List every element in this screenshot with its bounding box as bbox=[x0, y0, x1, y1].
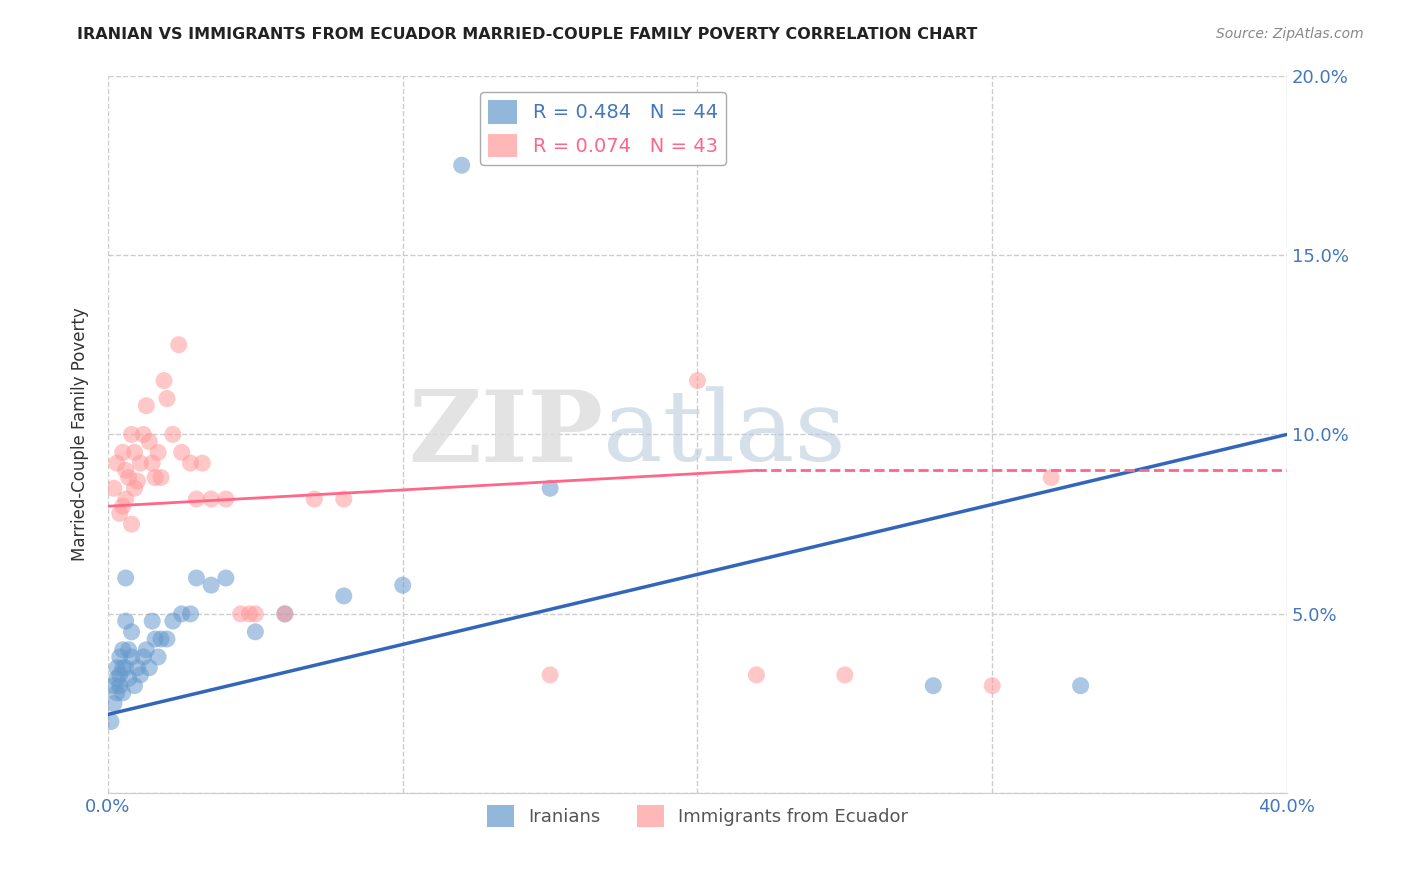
Point bbox=[200, 491, 222, 506]
Point bbox=[146, 650, 169, 665]
Point bbox=[105, 672, 128, 686]
Point bbox=[103, 679, 125, 693]
Point bbox=[229, 607, 252, 621]
Point bbox=[922, 679, 945, 693]
Point bbox=[129, 456, 152, 470]
Text: atlas: atlas bbox=[603, 386, 846, 483]
Point bbox=[215, 571, 238, 585]
Point bbox=[180, 456, 202, 470]
Text: IRANIAN VS IMMIGRANTS FROM ECUADOR MARRIED-COUPLE FAMILY POVERTY CORRELATION CHA: IRANIAN VS IMMIGRANTS FROM ECUADOR MARRI… bbox=[77, 27, 977, 42]
Point bbox=[538, 668, 561, 682]
Point bbox=[100, 714, 122, 729]
Text: Source: ZipAtlas.com: Source: ZipAtlas.com bbox=[1216, 27, 1364, 41]
Point bbox=[981, 679, 1004, 693]
Point bbox=[167, 337, 190, 351]
Point bbox=[105, 456, 128, 470]
Point bbox=[124, 679, 146, 693]
Point bbox=[111, 686, 134, 700]
Point bbox=[333, 589, 356, 603]
Y-axis label: Married-Couple Family Poverty: Married-Couple Family Poverty bbox=[72, 308, 89, 561]
Point bbox=[834, 668, 856, 682]
Point bbox=[274, 607, 297, 621]
Point bbox=[304, 491, 326, 506]
Point bbox=[111, 500, 134, 514]
Point bbox=[135, 399, 157, 413]
Point bbox=[121, 517, 143, 532]
Point bbox=[245, 607, 267, 621]
Point bbox=[111, 642, 134, 657]
Point bbox=[274, 607, 297, 621]
Point bbox=[114, 491, 136, 506]
Point bbox=[127, 474, 149, 488]
Point bbox=[141, 456, 163, 470]
Point bbox=[108, 507, 131, 521]
Point bbox=[170, 607, 193, 621]
Point bbox=[117, 470, 139, 484]
Point bbox=[103, 697, 125, 711]
Point bbox=[138, 434, 160, 449]
Point bbox=[146, 445, 169, 459]
Point bbox=[114, 463, 136, 477]
Point bbox=[108, 668, 131, 682]
Point bbox=[114, 661, 136, 675]
Point bbox=[111, 661, 134, 675]
Point bbox=[153, 374, 176, 388]
Point bbox=[745, 668, 768, 682]
Point bbox=[124, 481, 146, 495]
Point bbox=[450, 158, 472, 172]
Legend: Iranians, Immigrants from Ecuador: Iranians, Immigrants from Ecuador bbox=[479, 798, 915, 835]
Point bbox=[132, 650, 155, 665]
Point bbox=[143, 470, 166, 484]
Point bbox=[124, 445, 146, 459]
Point bbox=[121, 427, 143, 442]
Point bbox=[186, 571, 208, 585]
Point bbox=[150, 470, 173, 484]
Point bbox=[538, 481, 561, 495]
Point bbox=[121, 650, 143, 665]
Point bbox=[191, 456, 214, 470]
Point bbox=[141, 614, 163, 628]
Point bbox=[127, 661, 149, 675]
Point bbox=[132, 427, 155, 442]
Point bbox=[108, 650, 131, 665]
Point bbox=[686, 374, 709, 388]
Point bbox=[156, 392, 179, 406]
Point bbox=[245, 624, 267, 639]
Point bbox=[391, 578, 413, 592]
Text: ZIP: ZIP bbox=[408, 386, 603, 483]
Point bbox=[103, 481, 125, 495]
Point bbox=[215, 491, 238, 506]
Point bbox=[114, 571, 136, 585]
Point bbox=[333, 491, 356, 506]
Point bbox=[114, 614, 136, 628]
Point bbox=[180, 607, 202, 621]
Point bbox=[200, 578, 222, 592]
Point bbox=[150, 632, 173, 646]
Point bbox=[117, 642, 139, 657]
Point bbox=[1040, 470, 1063, 484]
Point bbox=[143, 632, 166, 646]
Point bbox=[108, 679, 131, 693]
Point bbox=[1070, 679, 1092, 693]
Point bbox=[138, 661, 160, 675]
Point bbox=[162, 427, 184, 442]
Point bbox=[162, 614, 184, 628]
Point bbox=[156, 632, 179, 646]
Point bbox=[117, 672, 139, 686]
Point bbox=[170, 445, 193, 459]
Point bbox=[111, 445, 134, 459]
Point bbox=[129, 668, 152, 682]
Point bbox=[238, 607, 260, 621]
Point bbox=[186, 491, 208, 506]
Point bbox=[135, 642, 157, 657]
Point bbox=[121, 624, 143, 639]
Point bbox=[105, 661, 128, 675]
Point bbox=[105, 686, 128, 700]
